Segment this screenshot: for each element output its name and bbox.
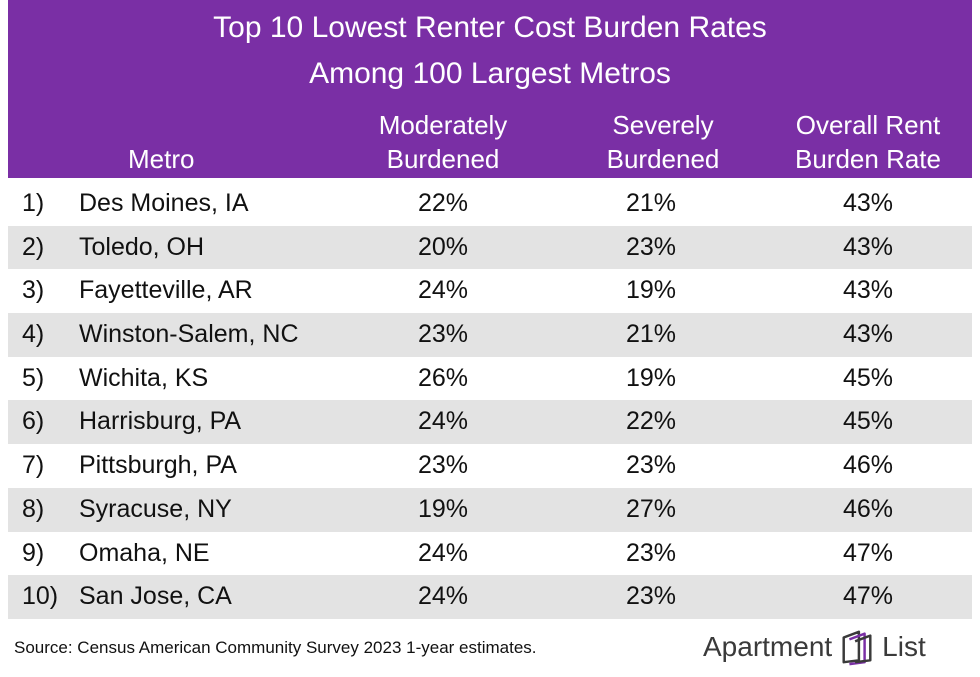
row-moderately-burdened: 24% xyxy=(417,276,469,305)
row-severely-burdened: 27% xyxy=(625,494,677,523)
row-rank: 2) xyxy=(22,232,45,261)
column-header-severely-line2: Burdened xyxy=(606,144,720,174)
row-severely-burdened: 21% xyxy=(625,189,677,217)
row-rank: 3) xyxy=(22,276,45,305)
row-moderately-burdened: 24% xyxy=(417,407,469,436)
column-header-severely: Severely Burdened xyxy=(558,108,768,176)
column-header-severely-line1: Severely xyxy=(612,110,714,140)
column-header-moderately-line1: Moderately xyxy=(378,110,508,140)
row-overall-burden-rate: 45% xyxy=(842,407,894,436)
row-overall-burden-rate: 46% xyxy=(842,451,894,480)
table-row: 2) Toledo, OH 20% 23% 43% xyxy=(8,225,972,270)
table-row: 6) Harrisburg, PA 24% 22% 45% xyxy=(8,400,972,445)
row-overall-burden-rate: 43% xyxy=(842,189,894,217)
table-row: 1) Des Moines, IA 22% 21% 43% xyxy=(8,182,972,226)
column-header-metro-label: Metro xyxy=(128,144,195,174)
brand-logo: Apartment List xyxy=(703,627,926,667)
row-rank: 4) xyxy=(22,320,45,349)
row-rank: 7) xyxy=(22,451,45,480)
table-row: 4) Winston-Salem, NC 23% 21% 43% xyxy=(8,313,972,357)
row-overall-burden-rate: 43% xyxy=(842,276,894,305)
row-severely-burdened: 19% xyxy=(625,276,677,305)
row-overall-burden-rate: 47% xyxy=(842,582,894,611)
row-overall-burden-rate: 46% xyxy=(842,494,894,523)
column-header-overall-line2: Burden Rate xyxy=(795,144,941,174)
row-rank: 8) xyxy=(22,494,45,523)
row-severely-burdened: 22% xyxy=(625,407,677,436)
row-metro: Winston-Salem, NC xyxy=(79,320,299,349)
row-severely-burdened: 23% xyxy=(625,582,677,611)
row-moderately-burdened: 23% xyxy=(417,451,469,480)
source-note: Source: Census American Community Survey… xyxy=(14,638,537,657)
row-metro: Pittsburgh, PA xyxy=(79,451,237,480)
row-moderately-burdened: 19% xyxy=(417,494,469,523)
column-header-overall: Overall Rent Burden Rate xyxy=(763,108,973,176)
row-rank: 1) xyxy=(22,189,45,217)
row-rank: 10) xyxy=(22,582,59,611)
row-severely-burdened: 23% xyxy=(625,538,677,567)
row-moderately-burdened: 22% xyxy=(417,189,469,217)
table-row: 3) Fayetteville, AR 24% 19% 43% xyxy=(8,269,972,313)
table-row: 5) Wichita, KS 26% 19% 45% xyxy=(8,357,972,401)
apartment-list-logo-icon xyxy=(842,630,872,666)
row-metro: Fayetteville, AR xyxy=(79,276,253,305)
row-moderately-burdened: 24% xyxy=(417,538,469,567)
title-line-1: Top 10 Lowest Renter Cost Burden Rates xyxy=(213,11,767,44)
table-row: 7) Pittsburgh, PA 23% 23% 46% xyxy=(8,444,972,488)
table-row: 8) Syracuse, NY 19% 27% 46% xyxy=(8,487,972,532)
table-row: 9) Omaha, NE 24% 23% 47% xyxy=(8,532,972,576)
row-severely-burdened: 21% xyxy=(625,320,677,349)
brand-name-part2: List xyxy=(882,631,926,662)
column-header-moderately-line2: Burdened xyxy=(386,144,500,174)
row-overall-burden-rate: 45% xyxy=(842,363,894,392)
brand-name-part1: Apartment xyxy=(703,631,833,662)
table-body: 1) Des Moines, IA 22% 21% 43% 2) Toledo, OH 20%… xyxy=(8,182,972,619)
row-overall-burden-rate: 47% xyxy=(842,538,894,567)
column-header-moderately: Moderately Burdened xyxy=(338,108,548,176)
row-metro: Des Moines, IA xyxy=(79,189,249,217)
table-row: 10) San Jose, CA 24% 23% 47% xyxy=(8,575,972,619)
row-metro: Toledo, OH xyxy=(79,232,205,261)
row-severely-burdened: 23% xyxy=(625,451,677,480)
row-moderately-burdened: 26% xyxy=(417,363,469,392)
row-severely-burdened: 19% xyxy=(625,363,677,392)
row-metro: Harrisburg, PA xyxy=(79,407,242,436)
row-overall-burden-rate: 43% xyxy=(842,232,894,261)
table-header: Top 10 Lowest Renter Cost Burden Rates A… xyxy=(8,0,972,178)
column-header-overall-line1: Overall Rent xyxy=(795,110,941,140)
row-metro: Omaha, NE xyxy=(79,538,210,567)
column-header-metro: Metro xyxy=(128,142,238,176)
row-rank: 9) xyxy=(22,538,45,567)
row-metro: Wichita, KS xyxy=(79,363,209,392)
row-metro: Syracuse, NY xyxy=(79,494,232,523)
row-moderately-burdened: 20% xyxy=(417,232,469,261)
row-moderately-burdened: 23% xyxy=(417,320,469,349)
title-line-2: Among 100 Largest Metros xyxy=(309,57,671,90)
row-severely-burdened: 23% xyxy=(625,232,677,261)
row-metro: San Jose, CA xyxy=(79,582,232,611)
row-moderately-burdened: 24% xyxy=(417,582,469,611)
row-rank: 5) xyxy=(22,363,45,392)
row-rank: 6) xyxy=(22,407,45,436)
row-overall-burden-rate: 43% xyxy=(842,320,894,349)
